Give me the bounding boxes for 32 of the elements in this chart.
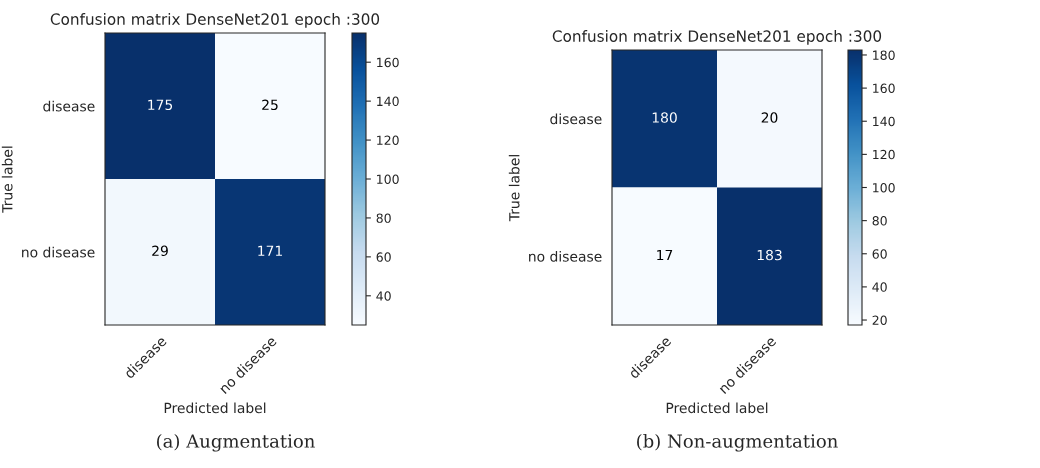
- data-label: 175: [148, 99, 173, 111]
- color-bar-label: 20: [872, 315, 887, 325]
- color-bar-label: 140: [377, 96, 399, 107]
- data-label: 180: [652, 112, 677, 123]
- color-bar-label: 120: [377, 135, 399, 145]
- x-axis-title: Predicted label: [164, 402, 266, 414]
- data-label: 25: [262, 99, 278, 111]
- chart-title: Confusion matrix DenseNet201 epoch :300: [552, 30, 882, 45]
- y-axis-title: True label: [508, 155, 520, 222]
- color-bar-label: 160: [873, 83, 895, 94]
- color-bar-label: 120: [873, 149, 895, 160]
- color-bar-label: 60: [376, 252, 391, 262]
- color-bar-label: 180: [873, 50, 895, 60]
- data-label: 20: [761, 112, 778, 123]
- y-axis-title: True label: [1, 146, 13, 213]
- color-bar-label: 80: [872, 216, 887, 226]
- color-bar-label: 160: [377, 57, 399, 68]
- color-bar-label: 100: [377, 174, 399, 184]
- text: (b) Non-augmentation: [637, 433, 838, 452]
- data-label: 183: [757, 249, 782, 261]
- data-label: 171: [258, 245, 282, 256]
- color-bar-label: 40: [376, 291, 391, 301]
- x-axis-title: Predicted label: [666, 402, 768, 414]
- color-bar-label: 60: [872, 249, 887, 259]
- data-label: 29: [152, 245, 168, 257]
- text: (a) Augmentation: [157, 433, 315, 452]
- chart-title: Confusion matrix DenseNet201 epoch :300: [50, 13, 380, 28]
- color-bar-label: 140: [873, 116, 895, 127]
- data-label: 17: [657, 249, 673, 261]
- color-bar-label: 100: [873, 182, 895, 193]
- color-bar-label: 80: [376, 213, 391, 223]
- color-bar-label: 40: [872, 282, 887, 292]
